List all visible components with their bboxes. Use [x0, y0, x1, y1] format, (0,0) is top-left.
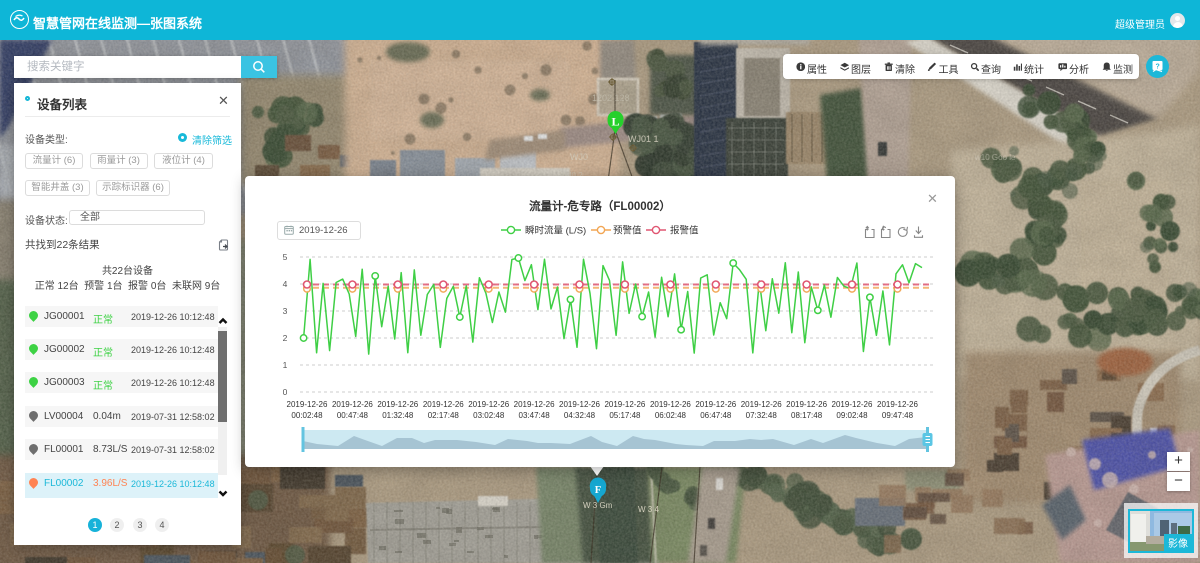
svg-text:2019-12-26: 2019-12-26 — [741, 400, 782, 409]
svg-text:04:32:48: 04:32:48 — [564, 411, 596, 420]
svg-text:05:17:48: 05:17:48 — [609, 411, 641, 420]
svg-text:2019-12-26: 2019-12-26 — [514, 400, 555, 409]
svg-text:2019-12-26: 2019-12-26 — [650, 400, 691, 409]
svg-text:F: F — [595, 485, 601, 496]
svg-text:01:32:48: 01:32:48 — [382, 411, 414, 420]
svg-text:2019-12-26: 2019-12-26 — [423, 400, 464, 409]
svg-text:1: 1 — [283, 360, 288, 370]
svg-text:09:02:48: 09:02:48 — [836, 411, 868, 420]
svg-text:03:02:48: 03:02:48 — [473, 411, 505, 420]
svg-text:5: 5 — [283, 252, 288, 262]
svg-text:预警值: 预警值 — [613, 225, 642, 237]
svg-text:3: 3 — [283, 306, 288, 316]
svg-text:报警值: 报警值 — [670, 225, 699, 237]
svg-text:06:47:48: 06:47:48 — [700, 411, 732, 420]
svg-text:02:17:48: 02:17:48 — [428, 411, 460, 420]
svg-text:2019-12-26: 2019-12-26 — [332, 400, 373, 409]
svg-text:2019-12-26: 2019-12-26 — [786, 400, 827, 409]
svg-text:08:17:48: 08:17:48 — [791, 411, 823, 420]
svg-text:2019-12-26: 2019-12-26 — [877, 400, 918, 409]
svg-text:4: 4 — [283, 279, 288, 289]
svg-text:2019-12-26: 2019-12-26 — [832, 400, 873, 409]
svg-text:2019-12-26: 2019-12-26 — [559, 400, 600, 409]
svg-text:00:47:48: 00:47:48 — [337, 411, 369, 420]
svg-text:2019-12-26: 2019-12-26 — [468, 400, 509, 409]
svg-text:07:32:48: 07:32:48 — [746, 411, 778, 420]
svg-text:W 3 4: W 3 4 — [638, 505, 659, 514]
svg-text:09:47:48: 09:47:48 — [882, 411, 914, 420]
svg-text:06:02:48: 06:02:48 — [655, 411, 687, 420]
svg-text:W 3 Gm: W 3 Gm — [583, 501, 613, 510]
svg-text:瞬时流量 (L/S): 瞬时流量 (L/S) — [525, 225, 586, 237]
svg-text:2019-12-26: 2019-12-26 — [287, 400, 328, 409]
svg-text:2: 2 — [283, 333, 288, 343]
svg-text:03:47:48: 03:47:48 — [519, 411, 551, 420]
svg-text:2019-12-26: 2019-12-26 — [604, 400, 645, 409]
svg-text:2019-12-26: 2019-12-26 — [377, 400, 418, 409]
svg-text:0: 0 — [283, 387, 288, 397]
svg-text:L: L — [611, 115, 619, 129]
svg-text:2019-12-26: 2019-12-26 — [695, 400, 736, 409]
svg-text:00:02:48: 00:02:48 — [291, 411, 323, 420]
svg-text:?: ? — [1156, 64, 1160, 71]
